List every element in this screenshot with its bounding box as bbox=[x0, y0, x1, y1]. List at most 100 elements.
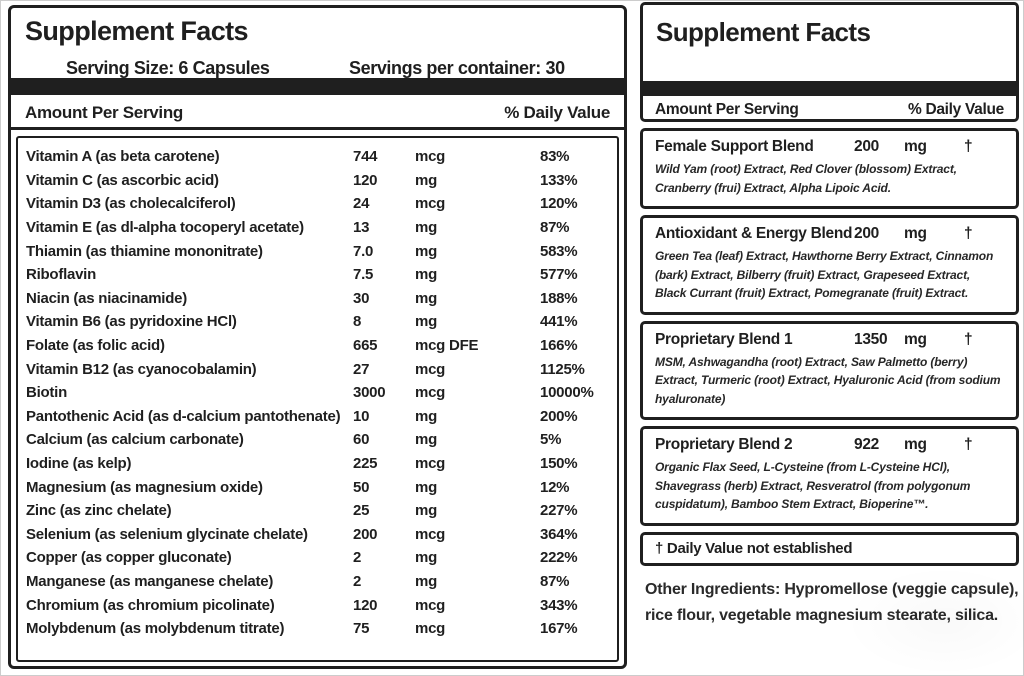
table-row: Calcium (as calcium carbonate) 60 mg 5% bbox=[18, 428, 617, 452]
column-header-row: Amount Per Serving % Daily Value bbox=[11, 99, 624, 130]
nutrient-daily-value: 167% bbox=[540, 620, 578, 638]
nutrient-amount: 8 bbox=[353, 313, 362, 331]
column-header-row: Amount Per Serving % Daily Value bbox=[655, 99, 1004, 119]
blend-header-row: Proprietary Blend 2 922 mg † bbox=[655, 436, 1004, 454]
nutrient-name: Biotin bbox=[26, 384, 67, 402]
left-facts-panel: Supplement Facts Serving Size: 6 Capsule… bbox=[8, 5, 627, 669]
table-row: Magnesium (as magnesium oxide) 50 mg 12% bbox=[18, 475, 617, 499]
blend-ingredients: Wild Yam (root) Extract, Red Clover (blo… bbox=[655, 162, 957, 195]
nutrient-amount: 3000 bbox=[353, 384, 386, 402]
nutrient-unit: mg bbox=[415, 313, 437, 331]
amount-per-serving-header: Amount Per Serving bbox=[25, 103, 184, 122]
table-row: Manganese (as manganese chelate) 2 mg 87… bbox=[18, 570, 617, 594]
nutrient-daily-value: 188% bbox=[540, 289, 578, 307]
nutrient-name: Vitamin B12 (as cyanocobalamin) bbox=[26, 360, 257, 378]
table-row: Folate (as folic acid) 665 mcg DFE 166% bbox=[18, 334, 617, 358]
blend-name: Proprietary Blend 2 bbox=[655, 436, 793, 453]
blend-name: Proprietary Blend 1 bbox=[655, 330, 793, 348]
nutrient-name: Iodine (as kelp) bbox=[26, 455, 132, 473]
nutrient-name: Molybdenum (as molybdenum titrate) bbox=[26, 620, 285, 638]
nutrient-daily-value: 227% bbox=[540, 502, 578, 520]
nutrient-unit: mg bbox=[415, 219, 437, 237]
nutrient-amount: 120 bbox=[353, 596, 378, 614]
nutrient-unit: mcg bbox=[415, 620, 446, 638]
dagger-symbol: † bbox=[964, 436, 973, 453]
blend-amount: 200 bbox=[854, 225, 879, 242]
table-row: Chromium (as chromium picolinate) 120 mc… bbox=[18, 593, 617, 617]
nutrient-unit: mcg bbox=[415, 596, 446, 614]
nutrient-name: Vitamin B6 (as pyridoxine HCl) bbox=[26, 313, 237, 331]
blend-header-row: Antioxidant & Energy Blend 200 mg † bbox=[655, 225, 1004, 243]
other-ingredients-line: rice flour, vegetable magnesium stearate… bbox=[645, 606, 999, 624]
blend-ingredients: MSM, Ashwagandha (root) Extract, Saw Pal… bbox=[655, 354, 1001, 406]
nutrient-name: Vitamin C (as ascorbic acid) bbox=[26, 171, 219, 189]
nutrient-unit: mcg bbox=[415, 360, 446, 378]
nutrient-amount: 60 bbox=[353, 431, 370, 449]
nutrient-daily-value: 222% bbox=[540, 549, 578, 567]
dagger-symbol: † bbox=[964, 225, 973, 242]
nutrient-name: Chromium (as chromium picolinate) bbox=[26, 596, 275, 614]
nutrient-name: Magnesium (as magnesium oxide) bbox=[26, 478, 263, 496]
nutrient-unit: mg bbox=[415, 572, 437, 590]
nutrient-daily-value: 583% bbox=[540, 242, 578, 260]
nutrient-daily-value: 87% bbox=[540, 572, 570, 590]
nutrient-daily-value: 577% bbox=[540, 266, 578, 284]
nutrient-daily-value: 5% bbox=[540, 431, 562, 449]
nutrient-amount: 2 bbox=[353, 572, 362, 590]
table-row: Iodine (as kelp) 225 mcg 150% bbox=[18, 452, 617, 476]
nutrient-amount: 225 bbox=[353, 455, 378, 473]
nutrient-unit: mg bbox=[415, 478, 437, 496]
nutrient-daily-value: 364% bbox=[540, 525, 578, 543]
table-row: Zinc (as zinc chelate) 25 mg 227% bbox=[18, 499, 617, 523]
nutrient-unit: mg bbox=[415, 266, 437, 284]
daily-value-footnote: † Daily Value not established bbox=[640, 531, 1019, 566]
panel-title: Supplement Facts bbox=[656, 17, 871, 47]
nutrient-amount: 2 bbox=[353, 549, 362, 567]
nutrient-amount: 200 bbox=[353, 525, 378, 543]
blend-unit: mg bbox=[904, 138, 927, 155]
nutrient-unit: mg bbox=[415, 171, 437, 189]
right-facts-panel: Supplement Facts Amount Per Serving % Da… bbox=[640, 2, 1019, 629]
nutrient-unit: mg bbox=[415, 289, 437, 307]
table-row: Vitamin A (as beta carotene) 744 mcg 83% bbox=[18, 145, 617, 169]
nutrient-unit: mg bbox=[415, 242, 437, 260]
blend-list: Female Support Blend 200 mg † Wild Yam (… bbox=[640, 128, 1019, 526]
divider-bar bbox=[11, 78, 624, 95]
right-header-box: Supplement Facts Amount Per Serving % Da… bbox=[640, 2, 1019, 122]
blend-section: Female Support Blend 200 mg † Wild Yam (… bbox=[640, 128, 1019, 209]
daily-value-header: % Daily Value bbox=[504, 103, 610, 122]
nutrient-amount: 13 bbox=[353, 219, 370, 237]
dagger-symbol: † bbox=[964, 330, 973, 348]
blend-amount: 200 bbox=[854, 138, 879, 155]
nutrient-name: Manganese (as manganese chelate) bbox=[26, 572, 274, 590]
nutrient-daily-value: 1125% bbox=[540, 360, 585, 378]
table-row: Vitamin B12 (as cyanocobalamin) 27 mcg 1… bbox=[18, 357, 617, 381]
blend-ingredients: Organic Flax Seed, L-Cysteine (from L-Cy… bbox=[655, 460, 971, 511]
other-ingredients-line: Other Ingredients: Hypromellose (veggie … bbox=[645, 580, 1019, 598]
blend-name: Female Support Blend bbox=[655, 138, 814, 155]
blend-section: Proprietary Blend 1 1350 mg † MSM, Ashwa… bbox=[640, 320, 1019, 420]
blend-unit: mg bbox=[904, 225, 927, 242]
serving-size: Serving Size: 6 Capsules bbox=[66, 58, 270, 78]
nutrient-amount: 7.0 bbox=[353, 242, 374, 260]
other-ingredients: Other Ingredients: Hypromellose (veggie … bbox=[640, 577, 1019, 629]
table-row: Thiamin (as thiamine mononitrate) 7.0 mg… bbox=[18, 239, 617, 263]
nutrient-daily-value: 83% bbox=[540, 148, 570, 166]
nutrient-amount: 7.5 bbox=[353, 266, 374, 284]
nutrient-daily-value: 10000% bbox=[540, 384, 594, 402]
nutrient-unit: mcg bbox=[415, 455, 446, 473]
nutrient-unit: mcg bbox=[415, 384, 446, 402]
nutrient-unit: mg bbox=[415, 549, 437, 567]
nutrient-name: Riboflavin bbox=[26, 266, 97, 284]
blend-amount: 1350 bbox=[854, 330, 888, 348]
nutrient-name: Vitamin A (as beta carotene) bbox=[26, 148, 220, 166]
table-row: Vitamin B6 (as pyridoxine HCl) 8 mg 441% bbox=[18, 310, 617, 334]
nutrient-daily-value: 441% bbox=[540, 313, 578, 331]
nutrient-name: Zinc (as zinc chelate) bbox=[26, 502, 172, 520]
nutrient-amount: 10 bbox=[353, 407, 370, 425]
table-row: Vitamin E (as dl-alpha tocoperyl acetate… bbox=[18, 216, 617, 240]
blend-header-row: Female Support Blend 200 mg † bbox=[655, 138, 1004, 156]
daily-value-header: % Daily Value bbox=[907, 101, 1004, 118]
table-row: Vitamin C (as ascorbic acid) 120 mg 133% bbox=[18, 169, 617, 193]
